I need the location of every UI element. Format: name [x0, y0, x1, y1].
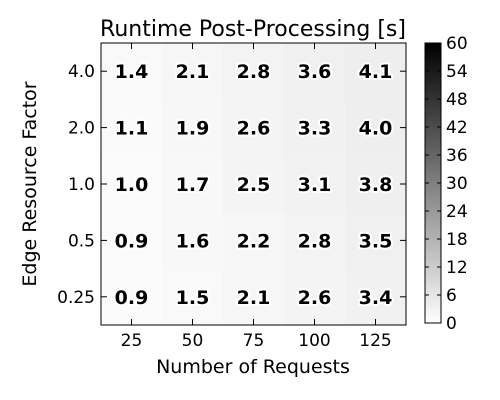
- heatmap-cell: [101, 99, 163, 157]
- heatmap-cell: [223, 43, 285, 100]
- colorbar-tick-label: 24: [446, 202, 468, 222]
- heatmap-cell: [101, 43, 163, 100]
- heatmap-cell: [284, 43, 346, 100]
- cell-value-label: 4.1: [359, 61, 393, 83]
- heatmap-cell: [162, 99, 224, 157]
- heatmap-cell: [223, 212, 285, 270]
- cell-value-label: 4.0: [359, 118, 393, 140]
- colorbar-tick-label: 48: [446, 90, 468, 110]
- y-tick-label: 0.25: [57, 288, 95, 308]
- y-axis-label: Edge Resource Factor: [19, 81, 41, 286]
- heatmap-cell: [284, 155, 346, 213]
- cell-value-label: 2.8: [237, 61, 271, 83]
- heatmap-cell: [345, 155, 407, 213]
- cell-value-label: 1.4: [115, 61, 149, 83]
- heatmap-cell: [223, 268, 285, 326]
- cell-value-labels: 0.9 1.5 2.1 2.6 3.4 0.9 1.6 2.2 2.8 3.5 1.0 1.7 2.5 3…: [113, 59, 395, 311]
- heatmap-cell: [284, 99, 346, 157]
- x-tick-label: 25: [121, 331, 143, 351]
- heatmap-cell: [284, 268, 346, 326]
- x-axis-label: Number of Requests: [156, 356, 350, 378]
- cell-value-label: 1.5: [176, 287, 210, 309]
- chart-title: Runtime Post-Processing [s]: [100, 17, 406, 42]
- cell-value-label: 1.1: [115, 118, 149, 140]
- heatmap-cell: [162, 212, 224, 270]
- cell-value-label: 2.6: [298, 287, 332, 309]
- y-tick-label: 0.5: [68, 231, 95, 251]
- heatmap-cell: [223, 99, 285, 157]
- heatmap-cell: [345, 43, 407, 100]
- y-tick-label: 2.0: [68, 119, 95, 139]
- y-tick-label: 4.0: [68, 62, 95, 82]
- colorbar-tick-label: 60: [446, 34, 468, 54]
- cell-value-label: 2.1: [237, 287, 271, 309]
- colorbar-tick-label: 42: [446, 118, 468, 138]
- x-tick-label: 100: [298, 331, 330, 351]
- cell-value-label: 1.0: [115, 174, 149, 196]
- cell-value-label: 1.7: [176, 174, 210, 196]
- cell-value-label: 2.6: [237, 118, 271, 140]
- colorbar-tick-label: 18: [446, 230, 468, 250]
- colorbar-tick-label: 36: [446, 146, 468, 166]
- x-tick-label: 50: [182, 331, 204, 351]
- heatmap-cell: [345, 212, 407, 270]
- cell-value-label: 3.1: [298, 174, 332, 196]
- heatmap-cell: [345, 99, 407, 157]
- colorbar-tick-label: 6: [446, 286, 457, 306]
- heatmap-cell: [162, 155, 224, 213]
- cell-value-label: 3.4: [359, 287, 393, 309]
- axis-ticks: 25 50 75 100 125 0.25 0.5 1.0 2.0 4.0: [57, 43, 406, 351]
- cell-value-label: 2.8: [298, 230, 332, 252]
- colorbar-tick-label: 0: [446, 314, 457, 334]
- x-tick-label: 125: [359, 331, 391, 351]
- x-tick-label: 75: [243, 331, 265, 351]
- heatmap-cell: [101, 155, 163, 213]
- heatmap-cell: [223, 155, 285, 213]
- heatmap-cell: [345, 268, 407, 326]
- cell-value-label: 1.9: [176, 118, 210, 140]
- heatmap-cells: [101, 43, 407, 326]
- colorbar-tick-label: 54: [446, 62, 468, 82]
- colorbar-tick-label: 30: [446, 174, 468, 194]
- cell-value-label: 2.1: [176, 61, 210, 83]
- cell-value-label: 2.2: [237, 230, 271, 252]
- heatmap-cell: [162, 43, 224, 100]
- cell-value-label: 3.5: [359, 230, 393, 252]
- cell-value-label: 1.6: [176, 230, 210, 252]
- colorbar-tick-label: 12: [446, 258, 468, 278]
- y-tick-label: 1.0: [68, 175, 95, 195]
- heatmap-cell: [162, 268, 224, 326]
- heatmap-cell: [284, 212, 346, 270]
- colorbar-ticks: 0 6 12 18 24 30 36 42 48 54 60: [425, 34, 468, 334]
- heatmap-cell: [101, 268, 163, 326]
- cell-value-label: 0.9: [115, 230, 149, 252]
- cell-value-label: 0.9: [115, 287, 149, 309]
- cell-value-label: 3.3: [298, 118, 332, 140]
- cell-value-label: 3.6: [298, 61, 332, 83]
- cell-value-label: 3.8: [359, 174, 393, 196]
- heatmap-cell: [101, 212, 163, 270]
- cell-value-label: 2.5: [237, 174, 271, 196]
